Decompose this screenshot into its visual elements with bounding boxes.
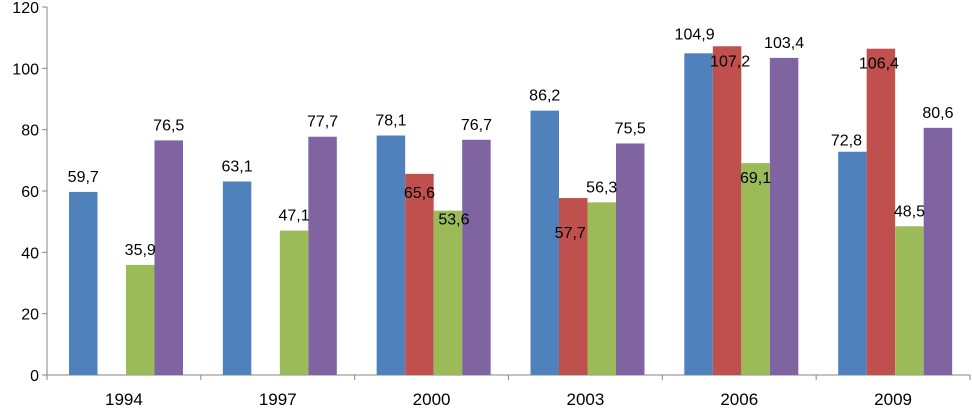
y-tick-label: 120: [12, 0, 39, 17]
bar-series-4-2003: [616, 143, 645, 375]
bar-series-4-2000: [462, 139, 491, 375]
x-category-label: 2006: [720, 390, 758, 408]
data-label-series-2-2006: 107,2: [710, 53, 750, 70]
data-label-series-1-2009: 72,8: [831, 133, 862, 150]
data-label-series-2-2000: 65,6: [404, 185, 435, 202]
data-label-series-4-1994: 76,5: [153, 117, 184, 134]
bar-series-1-2003: [530, 110, 559, 376]
data-label-series-1-1994: 59,7: [68, 169, 99, 186]
data-label-series-4-1997: 77,7: [307, 114, 338, 131]
data-label-series-4-2000: 76,7: [461, 117, 492, 134]
bar-series-1-1997: [222, 181, 252, 375]
x-category-label: 2000: [413, 390, 451, 408]
bar-series-4-2009: [923, 127, 953, 376]
bar-series-4-1997: [308, 136, 337, 375]
y-tick-label: 100: [12, 61, 39, 78]
bar-series-4-1994: [154, 140, 183, 375]
bar-series-3-2003: [587, 202, 616, 375]
data-label-series-4-2006: 103,4: [764, 35, 804, 52]
bar-series-2-2006: [712, 46, 742, 376]
x-category-label: 2003: [567, 390, 605, 408]
data-label-series-3-2009: 48,5: [894, 203, 925, 220]
x-category-label: 1994: [105, 390, 143, 408]
bar-series-2-2000: [405, 173, 434, 375]
chart-axes: 0 20 40 60 80 100 120 1994 1997 2000 2003 2006 2009: [12, 0, 971, 408]
bar-series-2-2003: [559, 198, 588, 375]
data-label-series-1-1997: 63,1: [222, 158, 253, 175]
bar-series-1-1994: [69, 191, 98, 375]
data-label-series-3-2000: 53,6: [438, 212, 469, 229]
bar-series-3-2000: [433, 210, 463, 375]
x-category-label: 2009: [874, 390, 912, 408]
data-label-series-1-2006: 104,9: [675, 26, 715, 43]
y-tick-label: 60: [21, 184, 39, 201]
y-tick-label: 0: [30, 368, 39, 385]
bar-series-3-2006: [741, 163, 770, 375]
data-label-series-4-2009: 80,6: [922, 105, 953, 122]
y-tick-label: 40: [21, 245, 39, 262]
bar-series-1-2009: [838, 151, 867, 375]
data-label-series-1-2003: 86,2: [529, 88, 560, 105]
data-label-series-4-2003: 75,5: [615, 120, 646, 137]
bar-series-2-2009: [866, 48, 896, 375]
data-label-series-3-2003: 56,3: [586, 179, 617, 196]
y-tick-label: 20: [21, 307, 39, 324]
chart-data-labels: 59,7 35,9 76,5 63,1 47,1 77,7 78,1 65,653,6 76,7…: [68, 26, 954, 259]
bar-series-4-2006: [769, 57, 799, 375]
data-label-series-3-1994: 35,9: [125, 242, 156, 259]
y-tick-label: 80: [21, 123, 39, 140]
bar-series-3-1997: [279, 230, 309, 375]
data-label-series-1-2000: 78,1: [375, 112, 406, 129]
data-label-series-3-1997: 47,1: [279, 208, 310, 225]
bar-series-3-2009: [895, 226, 924, 375]
bar-series-3-1994: [126, 264, 155, 375]
data-label-series-2-2003: 57,7: [555, 225, 586, 242]
bar-series-1-2000: [376, 135, 406, 375]
data-label-series-3-2006: 69,1: [740, 170, 771, 187]
data-label-series-2-2009: 106,4: [859, 56, 899, 73]
chart-bars: [69, 46, 953, 376]
bar-series-1-2006: [684, 53, 713, 375]
x-category-label: 1997: [259, 390, 297, 408]
